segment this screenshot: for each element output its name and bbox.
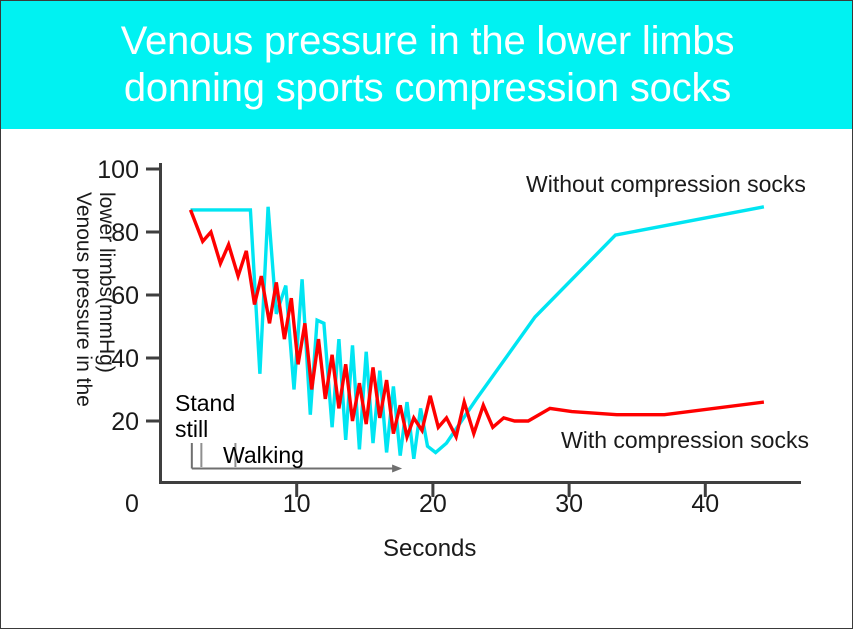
x-axis-title: Seconds	[383, 535, 476, 562]
x-axis-tick-labels: 0 10 20 30 40	[125, 490, 719, 518]
y-tick-label: 80	[111, 219, 139, 247]
title-line-1: Venous pressure in the lower limbs	[120, 19, 735, 63]
x-tick-label: 40	[691, 490, 719, 518]
title-line-2: donning sports compression socks	[123, 66, 732, 110]
x-tick-label: 30	[555, 490, 583, 518]
y-axis-title-line-2: lower limbs(mmHg)	[95, 192, 118, 373]
y-axis-ticks	[146, 167, 161, 423]
y-tick-label: 100	[97, 156, 139, 184]
phase-arrow-head	[392, 464, 403, 473]
y-axis-title: Venous pressure in the lower limbs(mmHg)	[72, 192, 118, 407]
y-axis-tick-labels: 20 40 60 80 100	[97, 156, 139, 436]
y-axis-title-line-1: Venous pressure in the	[72, 192, 95, 407]
line-chart: 20 40 60 80 100 0 10 20 30 40 Venous pressure in…	[72, 156, 809, 562]
chart-area: 20 40 60 80 100 0 10 20 30 40 Venous pressure in…	[1, 129, 852, 628]
label-without-compression-socks: Without compression socks	[526, 171, 806, 197]
annotation-walking: Walking	[223, 442, 304, 468]
y-tick-label: 60	[111, 282, 139, 310]
title-banner: Venous pressure in the lower limbs donni…	[1, 1, 852, 129]
y-tick-label: 20	[111, 408, 139, 436]
x-tick-label: 10	[283, 490, 311, 518]
y-tick-label: 40	[111, 345, 139, 373]
annotation-stand-still-line-1: Stand	[175, 390, 235, 416]
x-tick-label: 20	[419, 490, 447, 518]
x-axis-ticks	[295, 481, 707, 497]
phase-markers	[190, 443, 403, 473]
series-line-with-compression-socks	[188, 209, 765, 443]
annotation-stand-still-line-2: still	[175, 416, 208, 442]
label-with-compression-socks: With compression socks	[561, 427, 809, 453]
x-tick-label: 0	[125, 490, 139, 518]
